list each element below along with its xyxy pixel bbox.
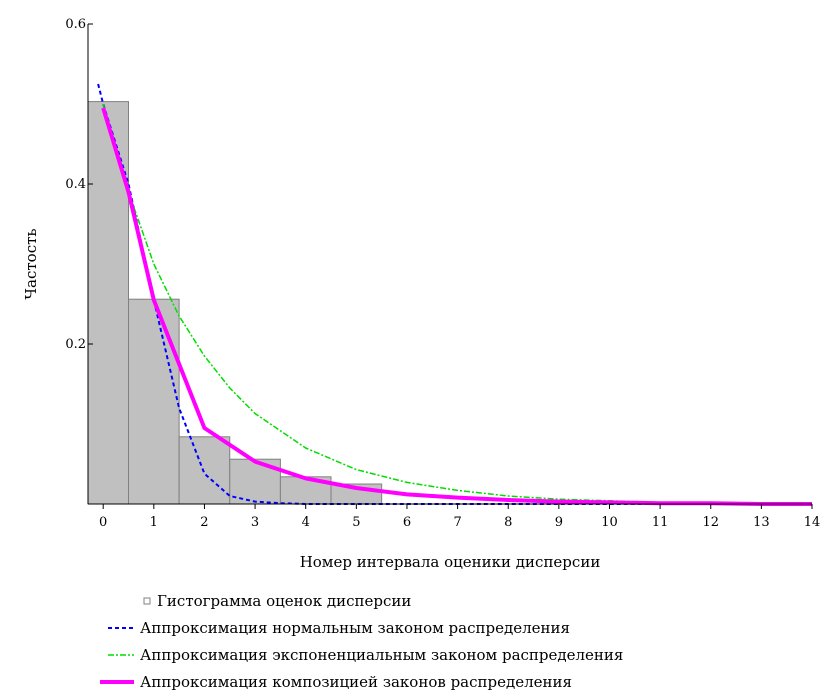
x-tick-label: 11 (652, 515, 669, 530)
histogram-bars (87, 101, 383, 505)
x-tick-label: 1 (150, 515, 158, 530)
legend-item-composition: Аппроксимация композицией законов распре… (100, 673, 572, 691)
x-tick-label: 4 (302, 515, 310, 530)
x-tick-label: 12 (702, 515, 719, 530)
legend-item-histogram: Гистограмма оценок дисперсии (143, 592, 411, 610)
x-tick-label: 5 (352, 515, 360, 530)
y-tick-label: 0.6 (65, 17, 86, 32)
legend: Гистограмма оценок дисперсии Аппроксимац… (100, 592, 623, 691)
x-tick-label: 2 (200, 515, 208, 530)
x-tick-label: 10 (601, 515, 618, 530)
series-line-2 (101, 107, 812, 506)
tick-marks: 0 1 2 3 4 5 6 7 8 9 10 11 12 13 140.20.40.6 (65, 17, 820, 530)
legend-composition-label: Аппроксимация композицией законов распре… (140, 673, 572, 691)
x-tick-label: 6 (403, 515, 411, 530)
axes (87, 24, 812, 505)
y-axis-title: Частость (22, 228, 40, 299)
x-tick-label: 8 (504, 515, 512, 530)
histogram-bar (87, 101, 130, 505)
x-tick-label: 0 (99, 515, 107, 530)
legend-item-exponential: Аппроксимация экспоненциальным законом р… (108, 646, 623, 664)
legend-histogram-swatch (143, 597, 151, 605)
x-tick-label: 9 (555, 515, 563, 530)
y-tick-label: 0.4 (65, 177, 86, 192)
legend-histogram-label: Гистограмма оценок дисперсии (157, 592, 411, 610)
histogram-bar (178, 436, 231, 505)
x-tick-label: 14 (804, 515, 821, 530)
x-tick-label: 7 (453, 515, 461, 530)
x-tick-label: 13 (753, 515, 770, 530)
y-tick-label: 0.2 (65, 337, 86, 352)
legend-normal-label: Аппроксимация нормальным законом распред… (140, 619, 570, 637)
legend-exponential-label: Аппроксимация экспоненциальным законом р… (140, 646, 623, 664)
histogram-bar (128, 298, 180, 505)
x-axis-title: Номер интервала оценики дисперсии (300, 553, 601, 571)
x-tick-label: 3 (251, 515, 259, 530)
legend-item-normal: Аппроксимация нормальным законом распред… (108, 619, 570, 637)
